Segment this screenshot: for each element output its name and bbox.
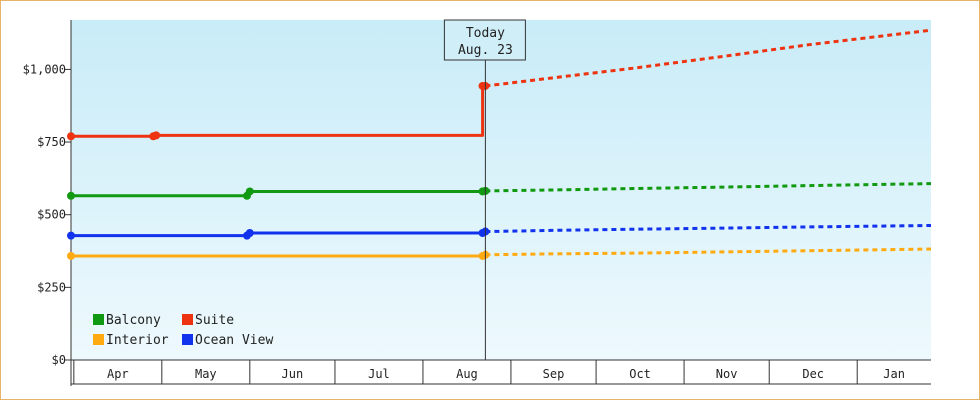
x-tick-label: Aug	[456, 367, 478, 381]
series-suite	[67, 28, 932, 141]
x-tick-label: Nov	[716, 367, 738, 381]
legend-swatch-ocean-view	[182, 334, 193, 345]
series-point-interior	[67, 251, 75, 260]
x-tick-label: Apr	[107, 367, 129, 381]
x-tick-label: Jan	[883, 367, 905, 381]
y-tick-label: $1,000	[23, 62, 66, 76]
series-point-ocean-view	[245, 229, 254, 238]
legend-label-ocean-view: Ocean View	[195, 333, 273, 348]
y-tick-label: $250	[37, 280, 66, 294]
legend-label-suite: Suite	[195, 313, 234, 328]
series-point-ocean-view	[67, 231, 75, 240]
series-layer	[67, 28, 932, 260]
legend: Balcony Suite Interior Ocean View	[93, 313, 273, 348]
series-line-interior	[71, 253, 486, 258]
x-tick-label: Jul	[368, 367, 390, 381]
plot-area	[71, 20, 931, 360]
series-balcony	[67, 182, 932, 200]
x-tick-label: Sep	[543, 367, 565, 381]
today-label: Today	[466, 26, 505, 41]
legend-swatch-balcony	[93, 314, 104, 325]
today-date: Aug. 23	[458, 43, 513, 58]
today-marker: Today Aug. 23	[443, 19, 526, 360]
series-point-suite	[152, 131, 161, 140]
y-tick-label: $0	[52, 353, 66, 367]
x-tick-label: Jun	[282, 367, 304, 381]
series-forecast-balcony	[485, 182, 932, 193]
legend-label-balcony: Balcony	[106, 313, 161, 328]
today-box	[443, 19, 526, 61]
legend-swatch-suite	[182, 314, 193, 325]
y-tick-label: $750	[37, 135, 66, 149]
x-tick-label: May	[195, 367, 217, 381]
x-tick-label: Oct	[629, 367, 651, 381]
series-forecast-interior	[485, 247, 932, 257]
y-axis: $0 $250 $500 $750 $1,000	[23, 20, 72, 367]
series-ocean-view	[67, 224, 932, 240]
y-tick-label: $500	[37, 208, 66, 222]
series-forecast-suite	[485, 28, 932, 88]
x-axis: Apr May Jun Jul Aug Sep Oct Nov Dec Jan	[70, 359, 931, 386]
legend-swatch-interior	[93, 334, 104, 345]
series-forecast-ocean-view	[485, 224, 932, 234]
legend-label-interior: Interior	[106, 333, 169, 348]
series-point-balcony	[245, 187, 254, 196]
x-tick-label: Dec	[802, 367, 824, 381]
series-point-balcony	[67, 191, 75, 200]
series-point-suite	[67, 132, 75, 141]
series-interior	[67, 247, 932, 260]
